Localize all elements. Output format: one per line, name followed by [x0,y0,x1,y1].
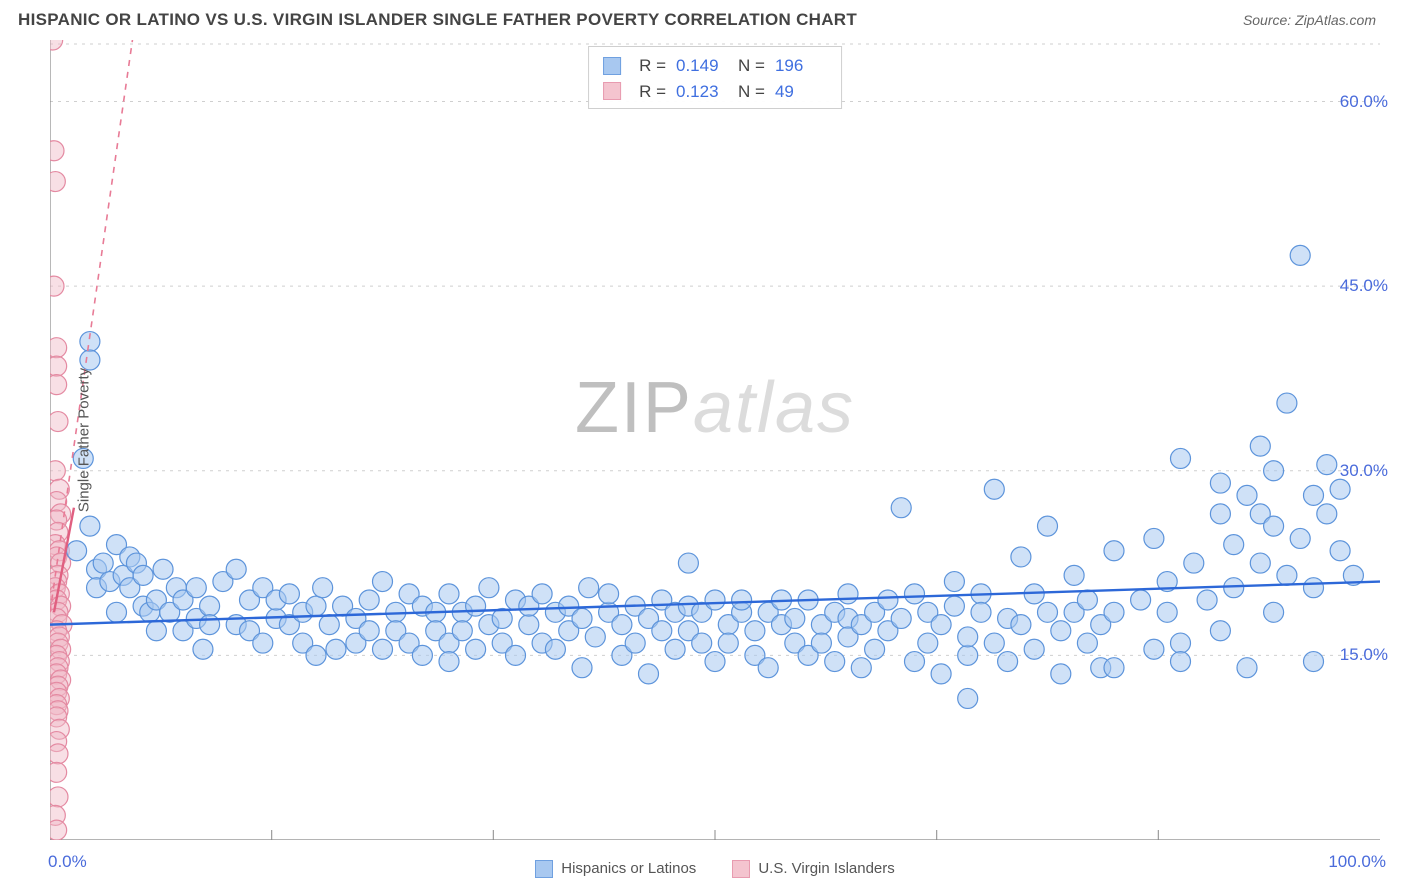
legend-label: Hispanics or Latinos [561,860,696,877]
n-value: 49 [775,79,827,105]
y-tick-label: 60.0% [1340,92,1388,112]
series-legend: Hispanics or Latinos U.S. Virgin Islande… [50,860,1380,878]
n-label: N = [738,79,765,105]
stats-legend-row: R = 0.123 N = 49 [603,79,827,105]
r-value: 0.123 [676,79,728,105]
legend-swatch [732,860,750,878]
r-value: 0.149 [676,53,728,79]
source-label: Source: [1243,12,1295,28]
y-tick-label: 15.0% [1340,645,1388,665]
r-label: R = [639,79,666,105]
source-name: ZipAtlas.com [1295,12,1376,28]
scatter-plot [50,40,1380,840]
stats-legend: R = 0.149 N = 196 R = 0.123 N = 49 [588,46,842,109]
legend-label: U.S. Virgin Islanders [758,860,894,877]
r-label: R = [639,53,666,79]
stats-legend-row: R = 0.149 N = 196 [603,53,827,79]
y-tick-label: 30.0% [1340,461,1388,481]
legend-swatch [535,860,553,878]
legend-item: U.S. Virgin Islanders [732,860,894,878]
legend-swatch [603,57,621,75]
y-axis-label: Single Father Poverty [76,368,93,512]
source-attribution: Source: ZipAtlas.com [1243,12,1376,28]
y-tick-label: 45.0% [1340,276,1388,296]
n-label: N = [738,53,765,79]
n-value: 196 [775,53,827,79]
chart-title: HISPANIC OR LATINO VS U.S. VIRGIN ISLAND… [18,10,857,30]
chart-header: HISPANIC OR LATINO VS U.S. VIRGIN ISLAND… [0,0,1406,36]
legend-swatch [603,82,621,100]
legend-item: Hispanics or Latinos [535,860,696,878]
plot-container: Single Father Poverty ZIPatlas R = 0.149… [50,40,1380,840]
